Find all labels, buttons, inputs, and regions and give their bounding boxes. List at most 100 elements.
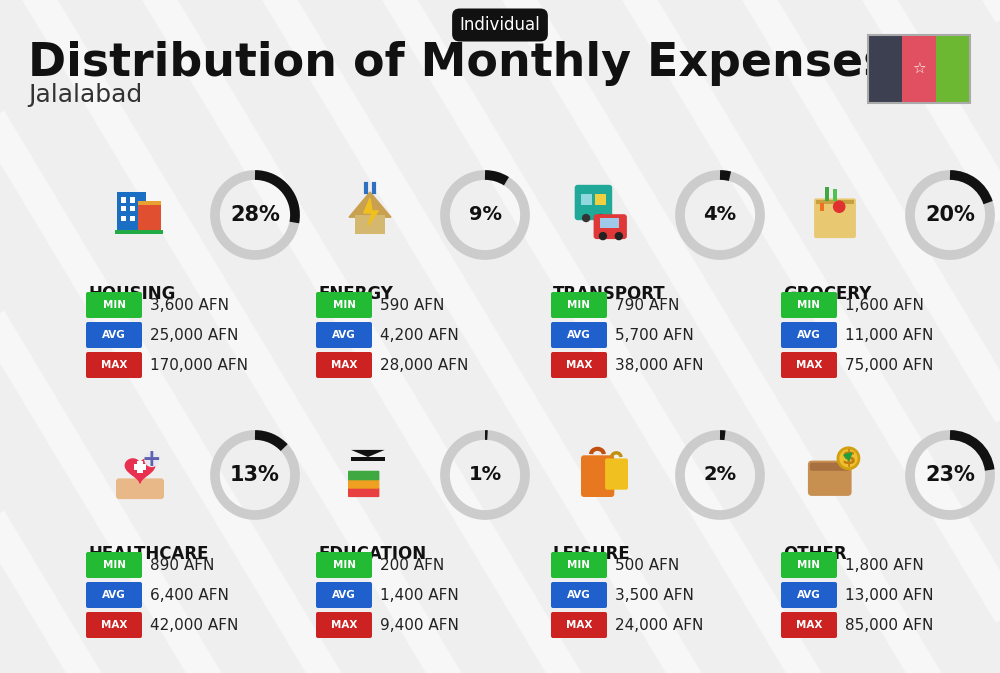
FancyBboxPatch shape <box>605 458 628 490</box>
Circle shape <box>599 232 607 240</box>
Text: 25,000 AFN: 25,000 AFN <box>150 328 238 343</box>
Text: TRANSPORT: TRANSPORT <box>553 285 666 303</box>
Text: 1%: 1% <box>468 466 502 485</box>
Text: 1,800 AFN: 1,800 AFN <box>845 557 924 573</box>
FancyBboxPatch shape <box>781 582 837 608</box>
FancyBboxPatch shape <box>781 352 837 378</box>
Text: MAX: MAX <box>796 360 822 370</box>
Text: MIN: MIN <box>798 300 820 310</box>
FancyBboxPatch shape <box>551 552 607 578</box>
Text: 790 AFN: 790 AFN <box>615 297 679 312</box>
Text: AVG: AVG <box>102 330 126 340</box>
Circle shape <box>582 214 590 222</box>
Bar <box>121 197 126 203</box>
Bar <box>117 192 146 234</box>
Text: MAX: MAX <box>566 620 592 630</box>
FancyBboxPatch shape <box>316 612 372 638</box>
Text: 28%: 28% <box>230 205 280 225</box>
Text: 1,600 AFN: 1,600 AFN <box>845 297 924 312</box>
FancyBboxPatch shape <box>86 352 142 378</box>
Text: 4%: 4% <box>703 205 737 225</box>
Bar <box>816 201 854 204</box>
FancyBboxPatch shape <box>86 322 142 348</box>
Text: 3,500 AFN: 3,500 AFN <box>615 588 694 602</box>
Text: AVG: AVG <box>567 330 591 340</box>
Polygon shape <box>364 199 378 225</box>
Bar <box>115 229 163 234</box>
Text: 75,000 AFN: 75,000 AFN <box>845 357 933 372</box>
Circle shape <box>144 452 159 467</box>
Bar <box>130 197 135 203</box>
Circle shape <box>838 448 859 469</box>
Text: 1,400 AFN: 1,400 AFN <box>380 588 459 602</box>
Circle shape <box>597 214 605 222</box>
Text: EDUCATION: EDUCATION <box>318 545 426 563</box>
Text: MAX: MAX <box>566 360 592 370</box>
Text: Individual: Individual <box>460 16 540 34</box>
Bar <box>936 35 970 103</box>
Text: 500 AFN: 500 AFN <box>615 557 679 573</box>
Text: HOUSING: HOUSING <box>88 285 175 303</box>
Bar <box>824 186 829 201</box>
Text: 24,000 AFN: 24,000 AFN <box>615 618 703 633</box>
Text: 23%: 23% <box>925 465 975 485</box>
Polygon shape <box>349 192 391 217</box>
Text: 5,700 AFN: 5,700 AFN <box>615 328 694 343</box>
Polygon shape <box>351 457 385 461</box>
FancyBboxPatch shape <box>551 352 607 378</box>
FancyBboxPatch shape <box>808 460 852 496</box>
Bar <box>600 219 619 227</box>
Text: MAX: MAX <box>331 620 357 630</box>
Text: ENERGY: ENERGY <box>318 285 393 303</box>
Bar <box>355 215 385 234</box>
Text: MIN: MIN <box>332 560 356 570</box>
Text: MAX: MAX <box>796 620 822 630</box>
FancyBboxPatch shape <box>86 612 142 638</box>
Text: Jalalabad: Jalalabad <box>28 83 142 107</box>
Text: 200 AFN: 200 AFN <box>380 557 444 573</box>
Text: MIN: MIN <box>568 560 590 570</box>
FancyBboxPatch shape <box>781 322 837 348</box>
FancyBboxPatch shape <box>316 292 372 318</box>
Text: MIN: MIN <box>332 300 356 310</box>
Text: MIN: MIN <box>568 300 590 310</box>
Bar <box>833 188 837 201</box>
Text: 4,200 AFN: 4,200 AFN <box>380 328 459 343</box>
Bar <box>868 35 970 103</box>
Bar <box>820 203 824 211</box>
FancyBboxPatch shape <box>86 552 142 578</box>
FancyBboxPatch shape <box>581 456 614 497</box>
Text: AVG: AVG <box>332 330 356 340</box>
Text: MIN: MIN <box>103 560 126 570</box>
FancyBboxPatch shape <box>810 462 850 471</box>
FancyBboxPatch shape <box>348 470 379 481</box>
Text: 2%: 2% <box>703 466 737 485</box>
Text: MIN: MIN <box>103 300 126 310</box>
Text: 3,600 AFN: 3,600 AFN <box>150 297 229 312</box>
Text: 9%: 9% <box>468 205 502 225</box>
Bar <box>594 194 606 205</box>
FancyBboxPatch shape <box>316 352 372 378</box>
Bar <box>137 461 143 473</box>
Text: Distribution of Monthly Expenses: Distribution of Monthly Expenses <box>28 40 890 85</box>
Text: AVG: AVG <box>567 590 591 600</box>
Text: 13,000 AFN: 13,000 AFN <box>845 588 934 602</box>
Text: MAX: MAX <box>101 360 127 370</box>
Circle shape <box>615 232 623 240</box>
FancyBboxPatch shape <box>86 582 142 608</box>
FancyBboxPatch shape <box>551 292 607 318</box>
FancyBboxPatch shape <box>551 582 607 608</box>
FancyBboxPatch shape <box>86 292 142 318</box>
FancyBboxPatch shape <box>781 552 837 578</box>
Text: AVG: AVG <box>332 590 356 600</box>
Bar <box>138 201 161 205</box>
Bar <box>134 464 146 470</box>
Text: MAX: MAX <box>331 360 357 370</box>
Bar <box>868 35 902 103</box>
FancyBboxPatch shape <box>316 552 372 578</box>
Text: $: $ <box>841 449 856 468</box>
Text: 28,000 AFN: 28,000 AFN <box>380 357 468 372</box>
FancyBboxPatch shape <box>348 487 379 497</box>
Text: 6,400 AFN: 6,400 AFN <box>150 588 229 602</box>
Bar <box>121 206 126 211</box>
